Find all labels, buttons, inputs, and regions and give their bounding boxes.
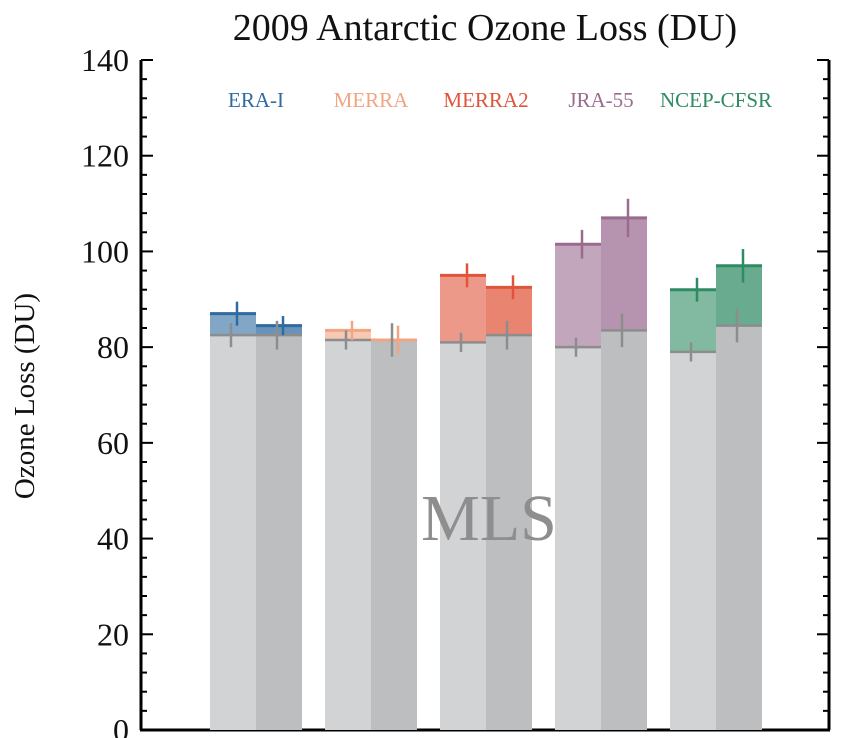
- reanalysis-bar: [555, 244, 601, 348]
- y-tick-label: 80: [97, 329, 129, 365]
- mls-bar: [371, 339, 417, 730]
- plot-area: 0 20 40 60 80 100 120 140 ERA-I MERRA MERRA2 JRA-55…: [81, 42, 831, 738]
- legend-label: MERRA2: [443, 88, 528, 112]
- reanalysis-bar: [486, 287, 532, 336]
- legend-label: NCEP-CFSR: [660, 88, 772, 112]
- bar-group-merra: MERRA: [325, 88, 417, 730]
- reanalysis-bar: [601, 217, 647, 331]
- y-tick-label: 140: [81, 42, 129, 78]
- mls-bar: [440, 342, 486, 730]
- mls-bar: [256, 335, 302, 730]
- mls-bar: [210, 335, 256, 730]
- bar-group-ncep-cfsr: NCEP-CFSR: [660, 88, 772, 730]
- y-tick-label: 120: [81, 138, 129, 174]
- chart-title: 2009 Antarctic Ozone Loss (DU): [233, 7, 737, 49]
- legend-label: MERRA: [334, 88, 410, 112]
- reanalysis-bar: [670, 289, 716, 352]
- y-tick-label: 20: [97, 616, 129, 652]
- mls-bar: [601, 330, 647, 730]
- y-tick-label: 100: [81, 233, 129, 269]
- y-tick-label: 60: [97, 425, 129, 461]
- legend-label: JRA-55: [568, 88, 633, 112]
- y-axis-label: Ozone Loss (DU): [9, 293, 41, 499]
- mls-bar: [716, 325, 762, 730]
- reanalysis-bar: [325, 330, 371, 340]
- bar-group-merra2: MERRA2: [440, 88, 532, 730]
- y-tick-label: 40: [97, 521, 129, 557]
- reanalysis-bar: [256, 325, 302, 336]
- y-tick-label: 0: [113, 712, 129, 738]
- reanalysis-bar: [210, 313, 256, 336]
- reanalysis-bar: [716, 265, 762, 326]
- mls-watermark: MLS: [421, 482, 557, 555]
- bar-group-jra-55: JRA-55: [555, 88, 647, 730]
- mls-bar: [670, 351, 716, 730]
- reanalysis-bar: [440, 275, 486, 343]
- bar-group-era-i: ERA-I: [210, 88, 302, 730]
- mls-bar: [555, 347, 601, 730]
- mls-bar: [486, 335, 532, 730]
- mls-bar: [325, 339, 371, 730]
- legend-label: ERA-I: [228, 88, 284, 112]
